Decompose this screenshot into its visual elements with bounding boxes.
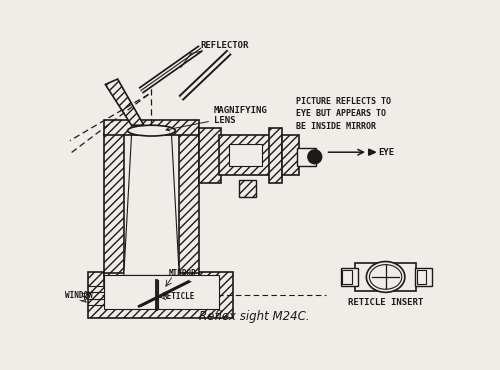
Bar (342, 270, 351, 284)
Text: MIRROR: MIRROR (168, 269, 196, 278)
Bar (220, 135, 270, 175)
Bar (282, 135, 298, 175)
Bar (297, 148, 316, 166)
Bar (228, 145, 262, 166)
Bar (355, 263, 416, 291)
Bar (268, 128, 282, 183)
Bar (104, 133, 124, 275)
Bar (88, 272, 233, 318)
Bar (104, 273, 200, 285)
Text: MAGNIFYING
LENS: MAGNIFYING LENS (166, 105, 268, 131)
Text: EYE: EYE (378, 148, 394, 157)
Ellipse shape (128, 125, 176, 136)
Polygon shape (106, 79, 144, 125)
Bar (240, 180, 256, 197)
Bar (417, 270, 426, 284)
Bar (415, 268, 432, 286)
Bar (341, 268, 358, 286)
Polygon shape (124, 135, 179, 275)
Text: Reflex sight M24C.: Reflex sight M24C. (200, 310, 310, 323)
Polygon shape (368, 149, 376, 155)
Ellipse shape (366, 262, 405, 292)
Bar (179, 133, 200, 275)
Text: RETICLE INSERT: RETICLE INSERT (348, 298, 423, 307)
Ellipse shape (370, 265, 402, 289)
Text: RETICLE: RETICLE (162, 292, 194, 302)
Text: REFLECTOR: REFLECTOR (201, 41, 249, 50)
Ellipse shape (308, 150, 322, 164)
Bar (200, 128, 221, 183)
Bar (104, 275, 220, 309)
Text: PICTURE REFLECTS TO
EYE BUT APPEARS TO
BE INSIDE MIRROR: PICTURE REFLECTS TO EYE BUT APPEARS TO B… (296, 97, 392, 131)
Bar (104, 120, 200, 135)
Text: WINDOW: WINDOW (64, 291, 92, 300)
